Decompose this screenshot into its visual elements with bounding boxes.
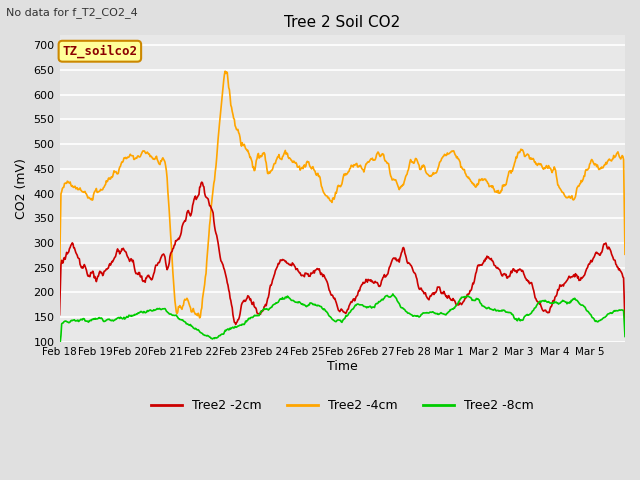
Legend: Tree2 -2cm, Tree2 -4cm, Tree2 -8cm: Tree2 -2cm, Tree2 -4cm, Tree2 -8cm [146,394,539,417]
Tree2 -8cm [417,313,424,319]
Tree2 -2cm [198,179,205,185]
Tree2 -2cm [621,322,629,327]
Tree2 -8cm [399,306,407,312]
Tree2 -8cm [485,305,493,311]
Tree2 -2cm [399,245,407,251]
Tree2 -2cm [90,275,98,281]
Tree2 -2cm [543,309,551,315]
Tree2 -2cm [485,255,493,261]
Tree2 -4cm [417,166,425,172]
Line: Tree2 -4cm: Tree2 -4cm [60,71,625,318]
Tree2 -8cm [389,291,397,297]
Tree2 -4cm [221,68,229,74]
Line: Tree2 -2cm: Tree2 -2cm [60,182,625,324]
Tree2 -4cm [621,252,629,257]
Tree2 -4cm [401,179,408,185]
Y-axis label: CO2 (mV): CO2 (mV) [15,158,28,219]
Tree2 -8cm [90,316,98,322]
Tree2 -8cm [56,339,63,345]
Tree2 -2cm [56,312,63,318]
X-axis label: Time: Time [327,360,358,372]
Tree2 -4cm [196,315,204,321]
Tree2 -2cm [385,267,392,273]
Line: Tree2 -8cm: Tree2 -8cm [60,294,625,342]
Tree2 -4cm [544,166,552,171]
Tree2 -8cm [384,293,392,299]
Tree2 -4cm [56,271,63,276]
Text: TZ_soilco2: TZ_soilco2 [62,45,138,58]
Tree2 -2cm [417,286,424,291]
Tree2 -4cm [385,166,393,171]
Tree2 -4cm [486,183,493,189]
Tree2 -8cm [543,300,551,305]
Text: No data for f_T2_CO2_4: No data for f_T2_CO2_4 [6,7,138,18]
Tree2 -4cm [90,190,98,195]
Tree2 -8cm [621,334,629,339]
Title: Tree 2 Soil CO2: Tree 2 Soil CO2 [284,15,401,30]
